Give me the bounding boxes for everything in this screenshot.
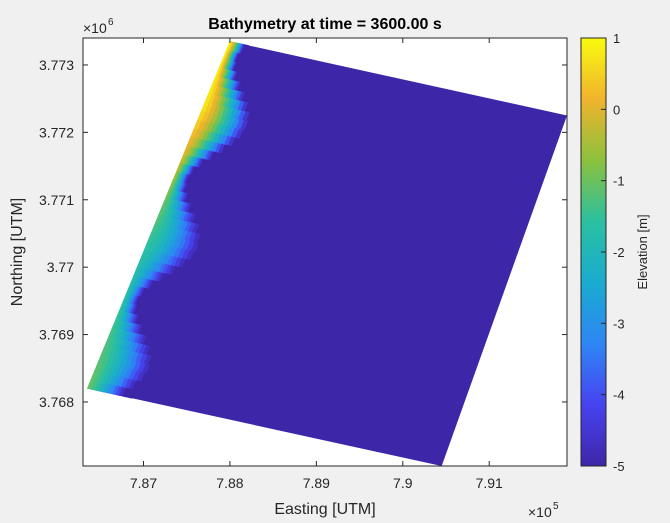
colorbar-tick-label: -3	[613, 316, 625, 331]
y-tick-label: 3.769	[39, 327, 74, 343]
bathymetry-cell	[254, 113, 263, 124]
colorbar-tick-label: 1	[613, 31, 620, 46]
colorbar-label: Elevation [m]	[635, 214, 650, 289]
bathymetry-cell	[203, 225, 212, 236]
colorbar-ticks: 1 0 -1 -2 -3 -4 -5	[601, 31, 625, 474]
x-tick-label: 7.87	[130, 475, 157, 491]
bathymetry-cell	[136, 305, 143, 315]
y-tick-label: 3.768	[39, 394, 74, 410]
bathymetry-cell	[188, 193, 195, 204]
bathymetry-cell	[149, 336, 157, 347]
x-axis-label: Easting [UTM]	[274, 501, 375, 518]
y-exponent-base: ×10	[83, 20, 107, 36]
bathymetry-cell	[186, 183, 192, 194]
x-tick-label: 7.9	[393, 475, 413, 491]
colorbar-tick-label: -1	[613, 174, 625, 189]
y-tick-label: 3.773	[39, 57, 74, 73]
bathymetry-cell	[235, 62, 242, 72]
axes-box	[82, 37, 568, 467]
y-tick-label: 3.771	[39, 192, 74, 208]
bathymetry-cell	[253, 122, 262, 133]
bathymetry-cell	[192, 203, 200, 214]
y-axis-label: Northing [UTM]	[9, 198, 26, 306]
y-tick-label: 3.77	[47, 259, 74, 275]
bathymetry-cell	[205, 235, 214, 246]
bathymetry-cell	[247, 92, 255, 104]
bathymetry-cell	[155, 366, 165, 377]
bathymetry-cell	[243, 44, 250, 55]
bathymetry-cell	[237, 71, 244, 82]
y-axis-ticks: 3.768 3.769 3.77 3.771 3.772 3.773	[39, 57, 567, 410]
x-tick-label: 7.91	[476, 475, 503, 491]
bathymetry-cell	[241, 82, 249, 93]
bathymetry-field	[86, 41, 567, 466]
y-tick-label: 3.772	[39, 124, 74, 140]
y-exponent-power: 6	[108, 17, 114, 28]
x-exponent-power: 5	[553, 501, 559, 512]
bathymetry-cell	[156, 356, 166, 368]
colorbar-tick-label: 0	[613, 102, 620, 117]
bathymetry-cell	[138, 315, 145, 325]
x-tick-label: 7.89	[303, 475, 330, 491]
bathymetry-cell	[154, 346, 163, 358]
bathymetry-cell	[143, 325, 151, 336]
x-tick-label: 7.88	[216, 475, 243, 491]
bathymetry-cell	[198, 214, 206, 225]
x-exponent-base: ×10	[528, 504, 552, 520]
colorbar-tick-label: -2	[613, 245, 625, 260]
colorbar-tick-label: -4	[613, 388, 625, 403]
bathymetry-cell	[251, 103, 260, 114]
bathymetry-cell	[204, 244, 213, 255]
x-axis-ticks: 7.87 7.88 7.89 7.9 7.91	[130, 38, 503, 491]
chart-title: Bathymetry at time = 3600.00 s	[208, 16, 442, 33]
colorbar-tick-label: -5	[613, 459, 625, 474]
